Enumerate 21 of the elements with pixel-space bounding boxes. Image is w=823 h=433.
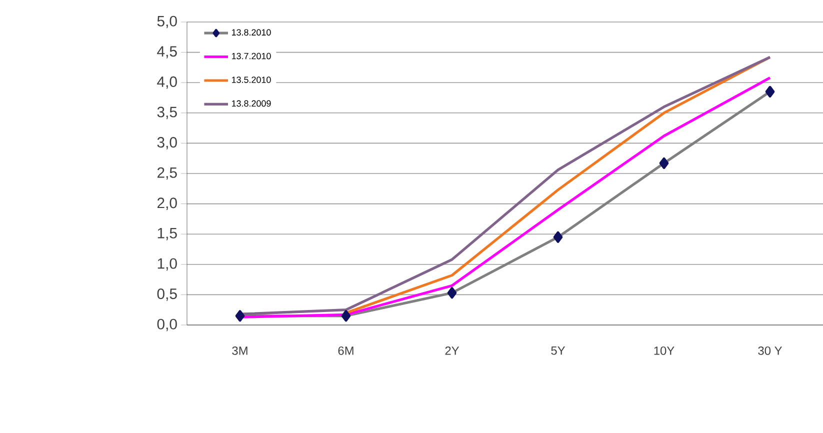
legend-label: 13.5.2010 — [232, 76, 271, 83]
y-tick-label: 1,5 — [158, 228, 177, 240]
y-tick-label: 2,5 — [157, 167, 177, 180]
x-tick-label: 3M — [232, 346, 248, 355]
x-tick-label: 30 Y — [758, 346, 782, 355]
x-tick-label: 5Y — [551, 346, 566, 355]
x-tick-label: 6M — [338, 346, 354, 355]
y-tick-label: 0,0 — [157, 318, 177, 332]
y-tick-label: 3,5 — [157, 106, 177, 120]
legend-label: 13.8.2009 — [232, 100, 271, 107]
y-tick-label: 4,0 — [157, 76, 177, 89]
y-tick-label: 3,0 — [157, 137, 177, 150]
x-tick-label: 2Y — [445, 346, 460, 355]
x-tick-label: 10Y — [654, 346, 674, 355]
y-tick-label: 0,5 — [157, 288, 177, 301]
y-tick-label: 1,0 — [158, 258, 177, 271]
y-tick-label: 4,5 — [157, 46, 177, 58]
y-tick-label: 5,0 — [157, 16, 177, 28]
y-tick-label: 2,0 — [157, 198, 177, 210]
legend-label: 13.8.2010 — [232, 29, 271, 36]
legend-label: 13.7.2010 — [232, 52, 271, 60]
